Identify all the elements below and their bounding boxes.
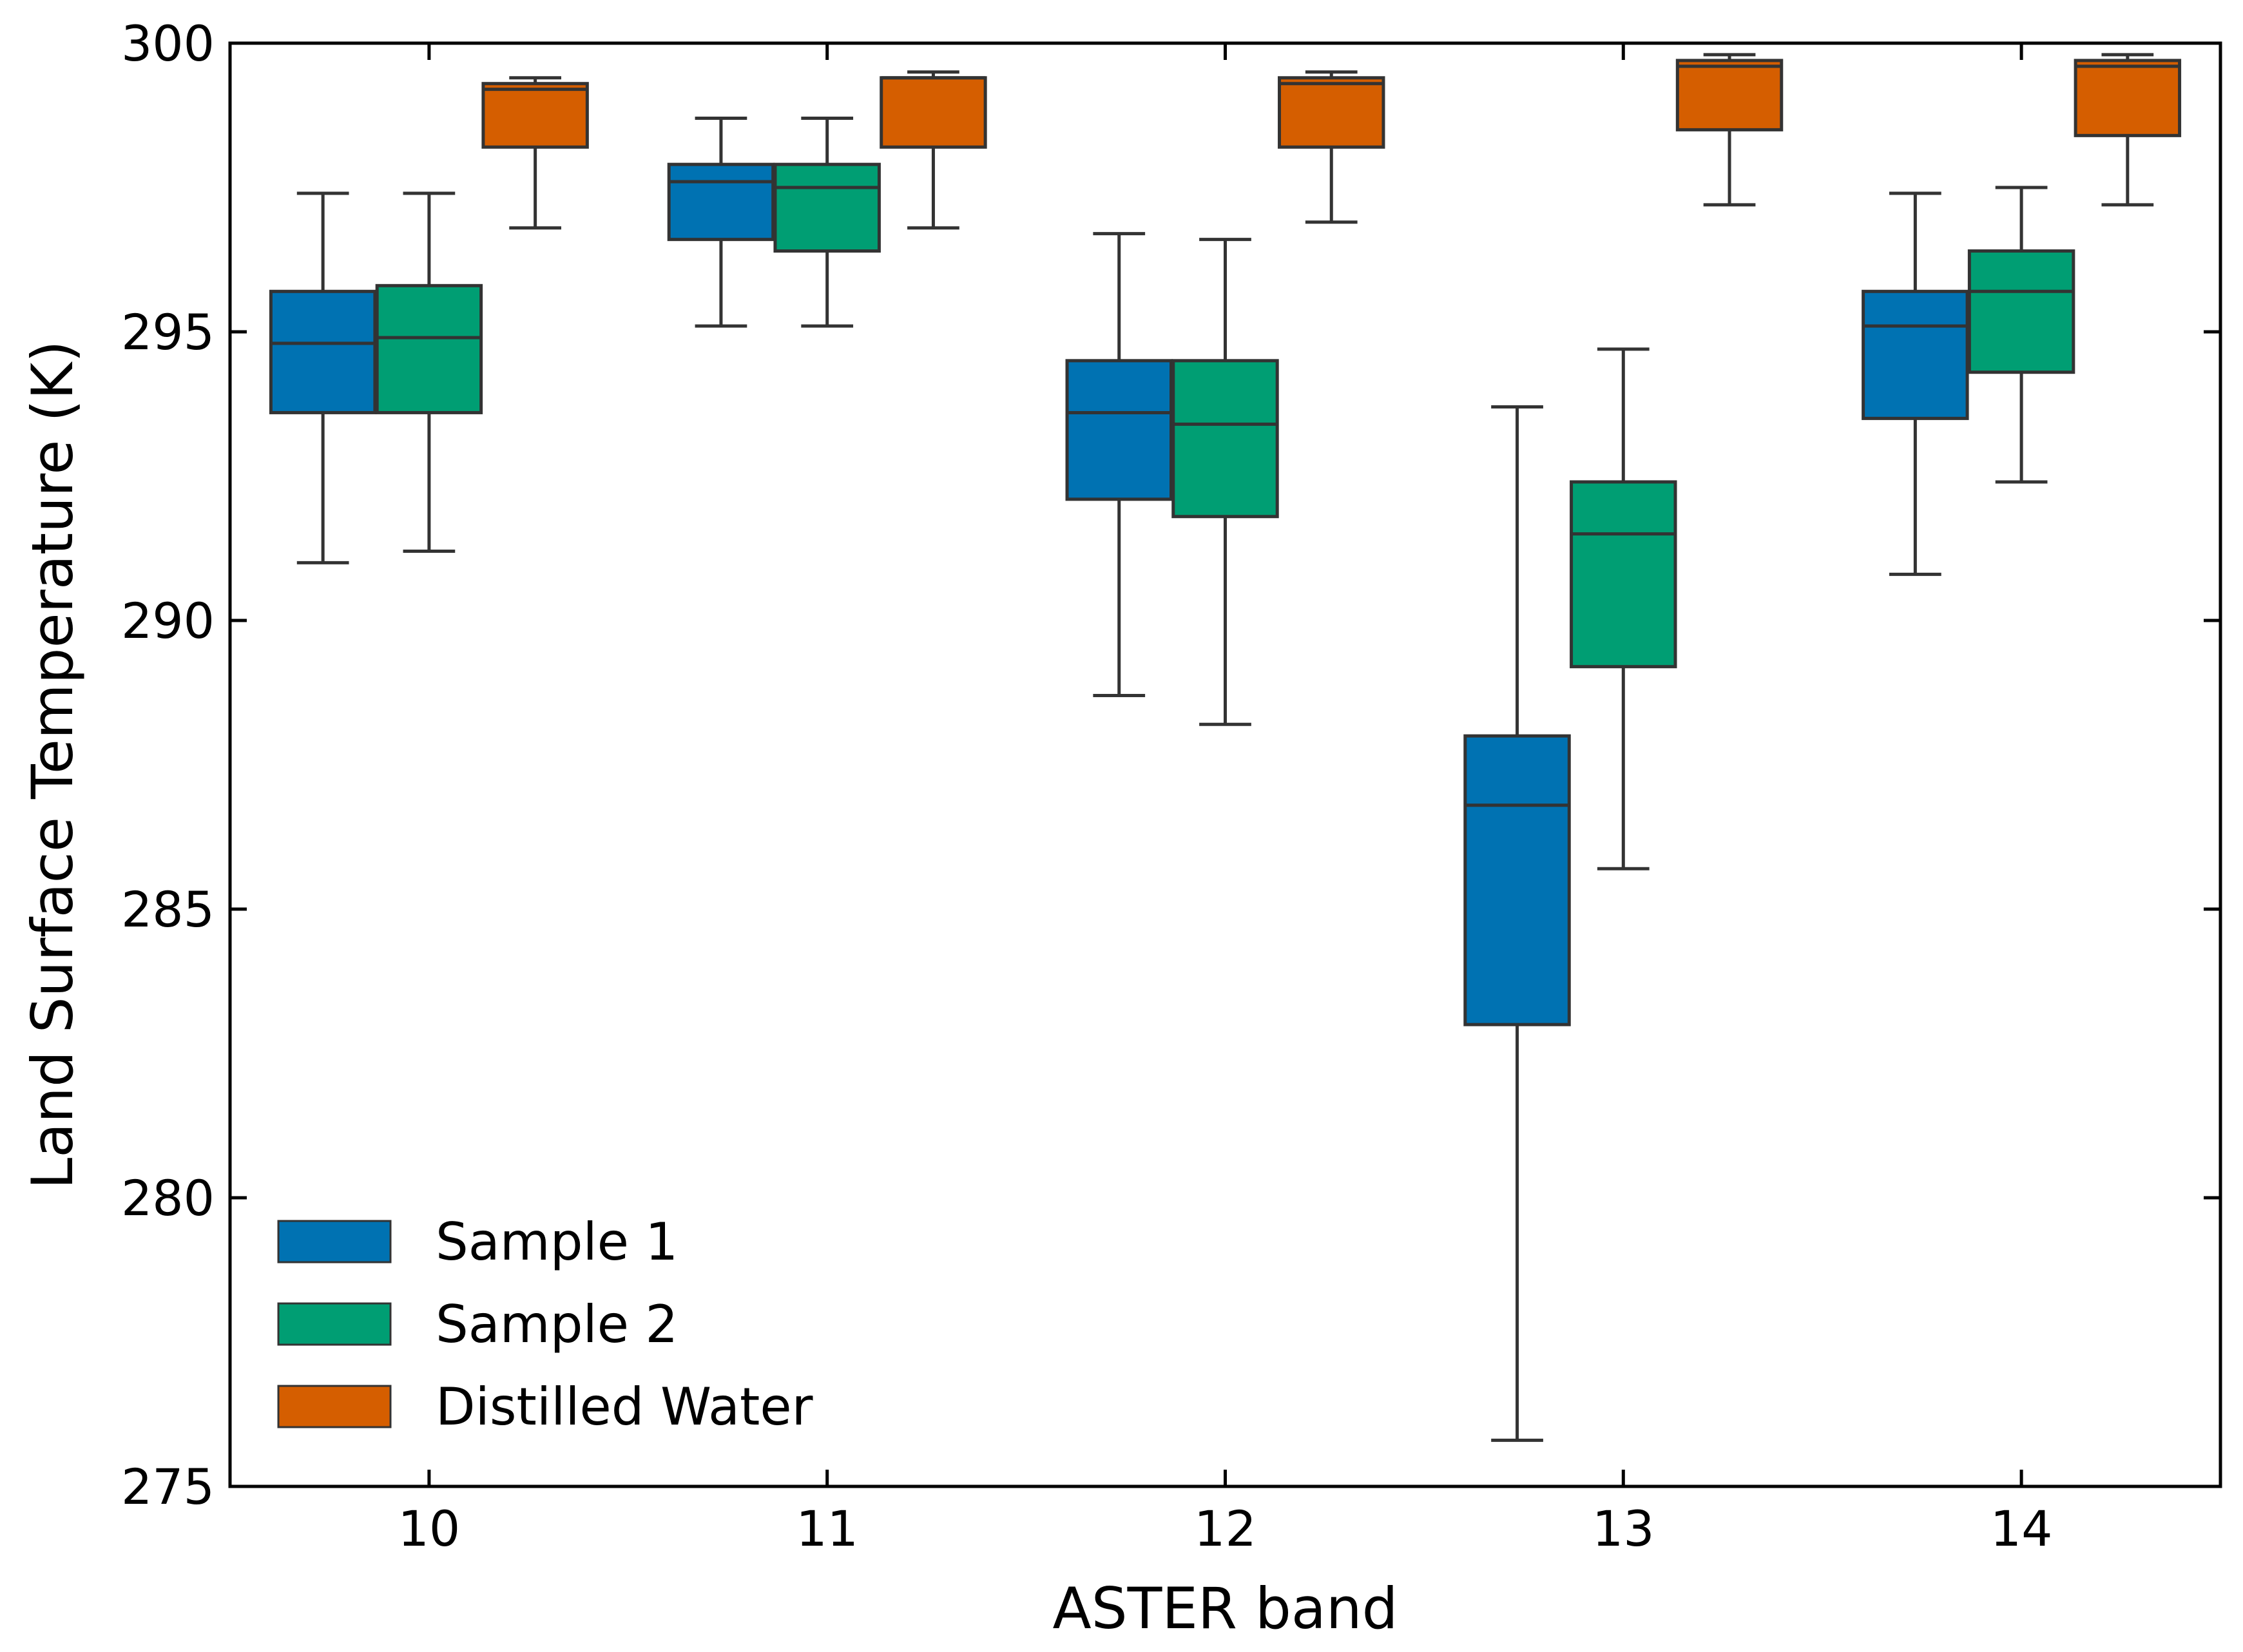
box-distilled-water-band-14 [2074, 53, 2182, 207]
box-distilled-water-band-12 [1278, 70, 1385, 224]
box-sample-1-band-11 [667, 116, 775, 328]
x-axis-title: ASTER band [1053, 1575, 1398, 1642]
legend-item-sample-2: Sample 2 [277, 1294, 678, 1354]
iqr-box [375, 283, 483, 414]
legend-label: Sample 2 [436, 1294, 678, 1354]
iqr-box [1463, 734, 1571, 1026]
legend-item-distilled-water: Distilled Water [277, 1377, 813, 1437]
y-tick-label-280: 280 [121, 1169, 215, 1227]
y-tick-label-295: 295 [121, 303, 215, 361]
iqr-box [667, 162, 775, 242]
iqr-box [481, 82, 589, 149]
x-tick-label-11: 11 [796, 1500, 858, 1557]
x-tick-label-13: 13 [1592, 1500, 1655, 1557]
box-sample-2-band-11 [773, 116, 881, 328]
box-sample-1-band-14 [1862, 191, 1969, 576]
iqr-box [2074, 59, 2182, 137]
y-tick-label-285: 285 [121, 881, 215, 938]
box-sample-2-band-13 [1570, 347, 1677, 870]
box-sample-1-band-12 [1065, 232, 1173, 697]
y-tick-label-290: 290 [121, 592, 215, 649]
iqr-box [1278, 76, 1385, 149]
legend-label: Distilled Water [436, 1377, 813, 1437]
box-sample-1-band-13 [1463, 405, 1571, 1442]
box-sample-2-band-10 [375, 191, 483, 553]
x-tick-label-10: 10 [398, 1500, 461, 1557]
box-sample-1-band-10 [269, 191, 377, 564]
iqr-box [1570, 480, 1677, 669]
iqr-box [773, 162, 881, 253]
box-distilled-water-band-13 [1675, 53, 1784, 207]
legend-item-sample-1: Sample 1 [277, 1212, 678, 1272]
legend: Sample 1 Sample 2 Distilled Water [277, 1212, 813, 1437]
legend-swatch [277, 1385, 392, 1428]
box-sample-2-band-14 [1967, 186, 2075, 484]
x-tick-label-14: 14 [1990, 1500, 2053, 1557]
y-axis-title: Land Surface Temperature (K) [19, 340, 86, 1189]
iqr-box [1065, 359, 1173, 501]
y-tick-label-300: 300 [121, 15, 215, 72]
legend-swatch [277, 1220, 392, 1263]
legend-swatch [277, 1302, 392, 1346]
iqr-box [1862, 289, 1969, 420]
iqr-box [269, 289, 377, 414]
iqr-box [1171, 359, 1279, 519]
box-distilled-water-band-10 [481, 76, 589, 230]
iqr-box [1967, 249, 2075, 374]
axes: 275 280 285 290 295 300 10 11 12 13 14 [121, 15, 2220, 1557]
box-distilled-water-band-11 [880, 70, 987, 230]
box-sample-2-band-12 [1171, 238, 1279, 726]
x-tick-label-12: 12 [1194, 1500, 1256, 1557]
iqr-box [880, 76, 987, 149]
legend-label: Sample 1 [436, 1212, 678, 1272]
iqr-box [1675, 59, 1784, 131]
plot-content [269, 53, 2182, 1442]
y-tick-label-275: 275 [121, 1458, 215, 1515]
